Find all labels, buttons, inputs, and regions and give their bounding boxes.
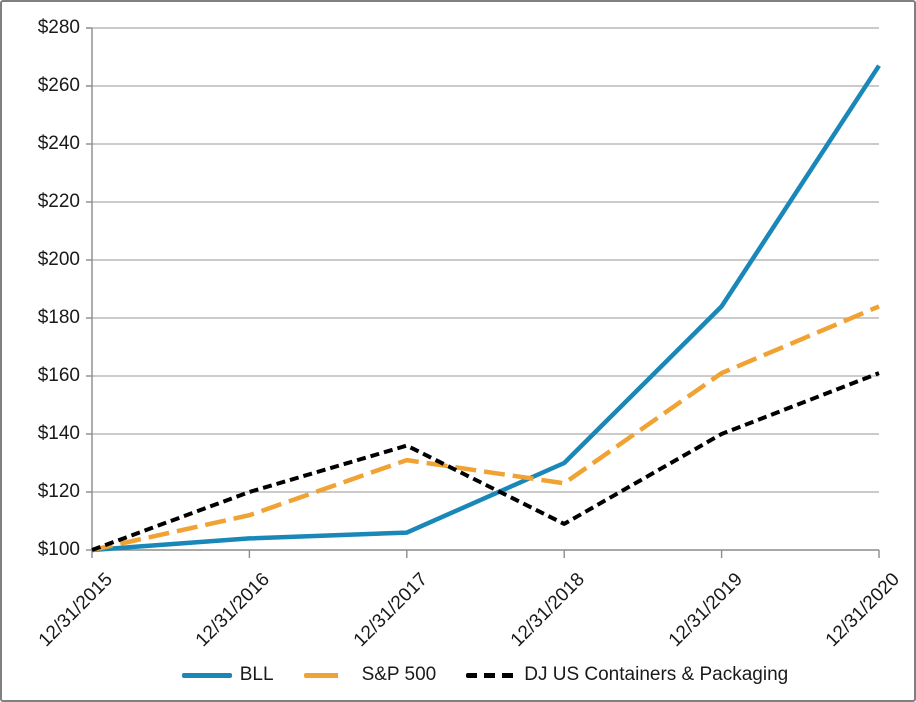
series-line-1: [91, 304, 880, 553]
legend-label: DJ US Containers & Packaging: [524, 664, 789, 685]
legend-key-solid-icon: [181, 672, 232, 678]
y-tick-label: $100: [37, 539, 80, 560]
y-tick-label: $260: [37, 75, 80, 96]
y-tick-label: $140: [37, 423, 80, 444]
y-tick-label: $200: [37, 249, 80, 270]
legend-item-1: S&P 500: [303, 664, 437, 686]
y-tick-label: $220: [37, 191, 80, 212]
legend-key-short-dash-icon: [466, 672, 517, 678]
series-line-0: [91, 64, 881, 553]
y-tick-label: $160: [37, 365, 80, 386]
legend-label: S&P 500: [361, 664, 437, 685]
legend-item-2: DJ US Containers & Packaging: [466, 664, 788, 686]
legend-key-long-dash-icon: [303, 672, 354, 678]
y-tick-label: $280: [37, 17, 80, 38]
legend-label: BLL: [239, 664, 274, 685]
y-tick-label: $180: [37, 307, 80, 328]
legend-item-0: BLL: [181, 664, 274, 686]
y-tick-label: $120: [37, 481, 80, 502]
y-tick-label: $240: [37, 133, 80, 154]
series-line-2: [91, 371, 880, 552]
legend: BLL S&P 500 DJ US Containers & Packaging: [2, 664, 914, 686]
